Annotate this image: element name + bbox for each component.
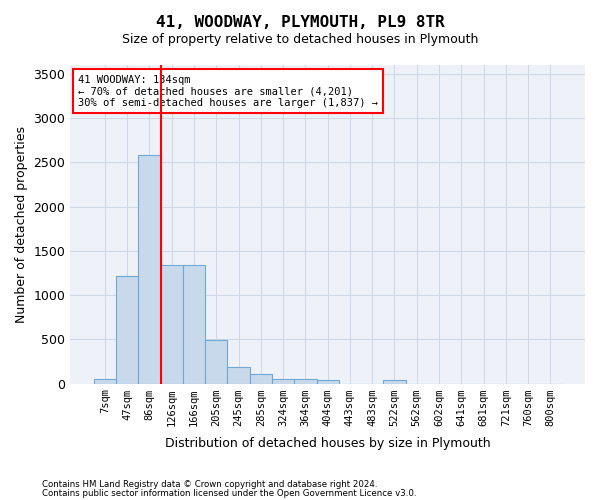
- Text: Contains public sector information licensed under the Open Government Licence v3: Contains public sector information licen…: [42, 490, 416, 498]
- Bar: [205, 340, 227, 384]
- Text: 41 WOODWAY: 134sqm
← 70% of detached houses are smaller (4,201)
30% of semi-deta: 41 WOODWAY: 134sqm ← 70% of detached hou…: [78, 74, 378, 108]
- Bar: [94, 379, 116, 384]
- Bar: [294, 379, 317, 384]
- Text: Size of property relative to detached houses in Plymouth: Size of property relative to detached ho…: [122, 32, 478, 46]
- Bar: [116, 276, 138, 384]
- Bar: [161, 265, 183, 384]
- Text: 41, WOODWAY, PLYMOUTH, PL9 8TR: 41, WOODWAY, PLYMOUTH, PL9 8TR: [155, 15, 445, 30]
- X-axis label: Distribution of detached houses by size in Plymouth: Distribution of detached houses by size …: [165, 437, 490, 450]
- Y-axis label: Number of detached properties: Number of detached properties: [15, 126, 28, 323]
- Bar: [317, 380, 339, 384]
- Bar: [272, 379, 294, 384]
- Bar: [227, 366, 250, 384]
- Bar: [183, 265, 205, 384]
- Text: Contains HM Land Registry data © Crown copyright and database right 2024.: Contains HM Land Registry data © Crown c…: [42, 480, 377, 489]
- Bar: [250, 374, 272, 384]
- Bar: [138, 155, 161, 384]
- Bar: [383, 380, 406, 384]
